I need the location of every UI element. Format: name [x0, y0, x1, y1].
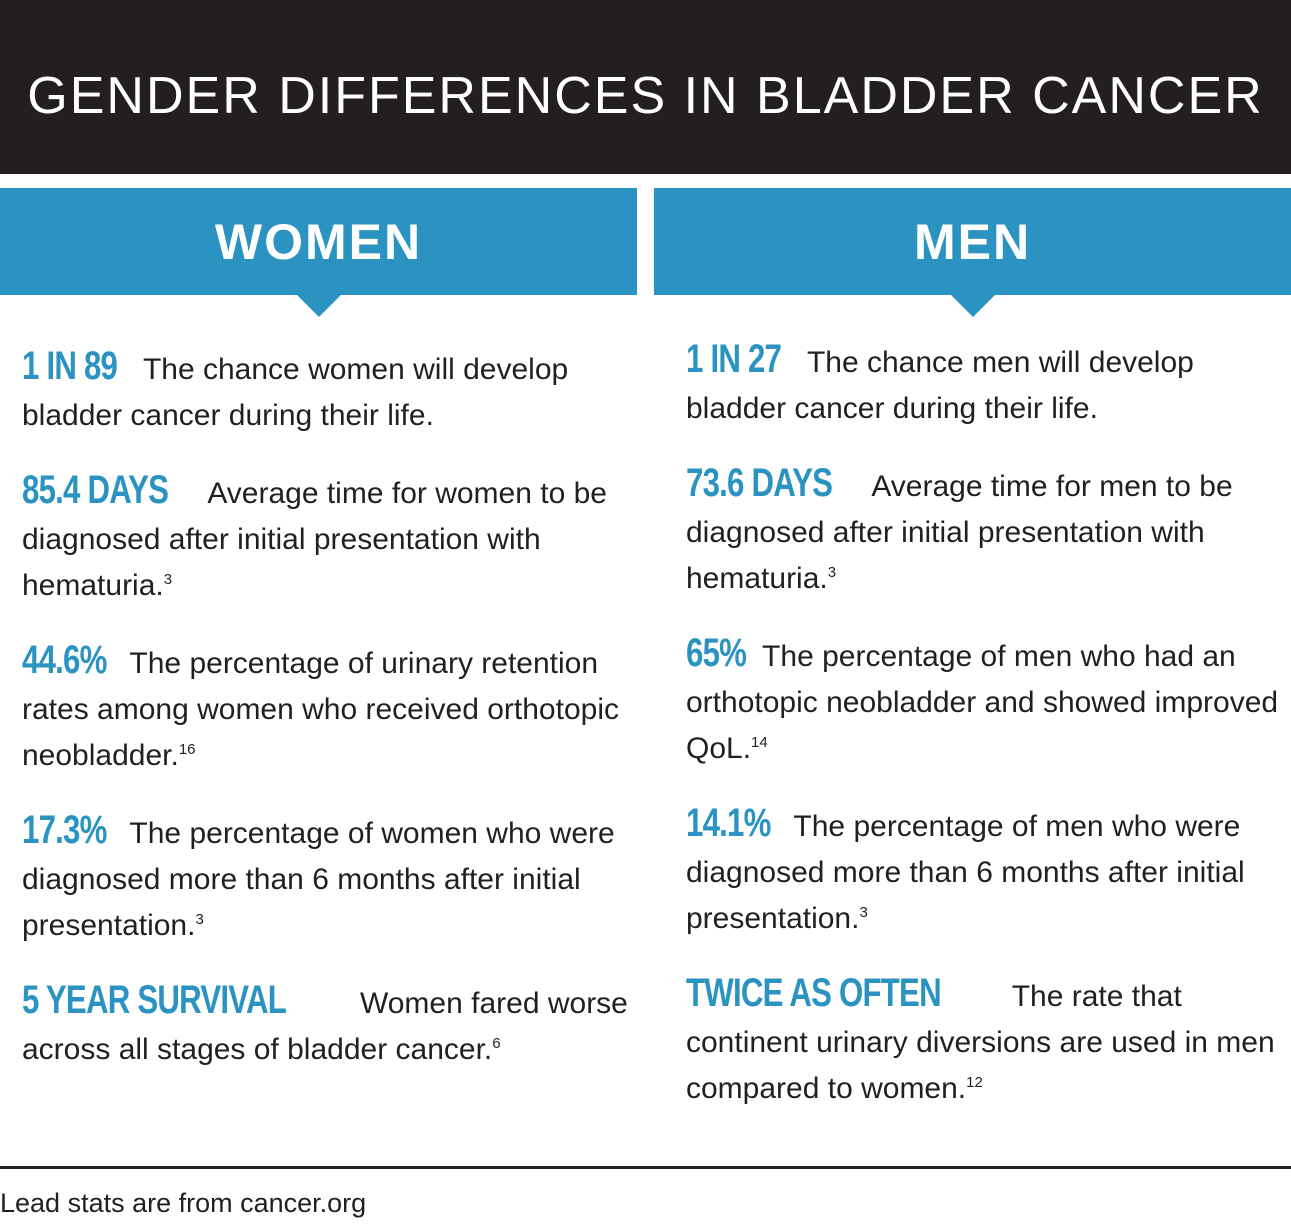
- men-stat: 14.1% The percentage of men who were dia…: [686, 800, 1291, 942]
- source-note: Lead stats are from cancer.org: [0, 1188, 367, 1218]
- women-column: 1 IN 89 The chance women will develop bl…: [22, 343, 632, 1101]
- stat-lead: TWICE AS OFTEN: [686, 971, 942, 1015]
- stat-text: The percentage of women who were diagnos…: [22, 817, 615, 942]
- men-stat: 1 IN 27 The chance men will develop blad…: [686, 336, 1291, 432]
- title-bar: GENDER DIFFERENCES IN BLADDER CANCER: [0, 0, 1291, 174]
- women-header: WOMEN: [0, 188, 637, 317]
- stat-lead: 65%: [686, 631, 747, 675]
- stat-lead: 44.6%: [22, 638, 107, 682]
- women-stat: 44.6% The percentage of urinary retentio…: [22, 637, 632, 779]
- men-stat: TWICE AS OFTEN The rate that continent u…: [686, 970, 1291, 1112]
- women-pointer-arrow-icon: [296, 295, 341, 317]
- stat-ref: 3: [859, 904, 868, 921]
- stat-text: The chance women will develop bladder ca…: [22, 353, 569, 432]
- footer-divider: [0, 1166, 1291, 1169]
- men-heading: MEN: [913, 213, 1032, 270]
- stat-ref: 3: [195, 911, 204, 928]
- stat-lead: 85.4 DAYS: [22, 468, 169, 512]
- men-column: 1 IN 27 The chance men will develop blad…: [686, 336, 1291, 1140]
- women-stat: 85.4 DAYS Average time for women to be d…: [22, 467, 632, 609]
- stat-ref: 6: [492, 1035, 501, 1052]
- stat-ref: 3: [163, 571, 173, 588]
- stat-lead: 1 IN 27: [686, 337, 782, 381]
- women-stat: 1 IN 89 The chance women will develop bl…: [22, 343, 632, 439]
- stat-lead: 1 IN 89: [22, 344, 118, 388]
- stat-text: The percentage of men who were diagnosed…: [686, 810, 1245, 935]
- stat-lead: 17.3%: [22, 808, 107, 852]
- men-header: MEN: [654, 188, 1291, 317]
- stat-lead: 5 YEAR SURVIVAL: [22, 978, 287, 1022]
- stat-lead: 14.1%: [686, 801, 771, 845]
- stat-ref: 12: [966, 1074, 983, 1091]
- women-stat: 17.3% The percentage of women who were d…: [22, 807, 632, 949]
- stat-text: The chance men will develop bladder canc…: [686, 346, 1194, 425]
- men-stat: 73.6 DAYS Average time for men to be dia…: [686, 460, 1291, 602]
- stat-text: The percentage of urinary retention rate…: [22, 647, 619, 772]
- women-heading: WOMEN: [214, 213, 423, 270]
- stat-ref: 16: [178, 741, 196, 758]
- stat-lead: 73.6 DAYS: [686, 461, 833, 505]
- stat-ref: 3: [827, 564, 837, 581]
- stat-text: The percentage of men who had an orthoto…: [686, 640, 1279, 765]
- stat-text: Women fared worse across all stages of b…: [22, 987, 628, 1066]
- stat-text: The rate that continent urinary diversio…: [686, 980, 1275, 1105]
- stat-text: Average time for women to be diagnosed a…: [22, 477, 607, 602]
- stat-text: Average time for men to be diagnosed aft…: [686, 470, 1233, 595]
- men-pointer-arrow-icon: [950, 295, 995, 317]
- stat-ref: 14: [751, 734, 768, 751]
- women-stat: 5 YEAR SURVIVAL Women fared worse across…: [22, 977, 632, 1073]
- page-title: GENDER DIFFERENCES IN BLADDER CANCER: [27, 67, 1264, 125]
- men-stat: 65% The percentage of men who had an ort…: [686, 630, 1291, 772]
